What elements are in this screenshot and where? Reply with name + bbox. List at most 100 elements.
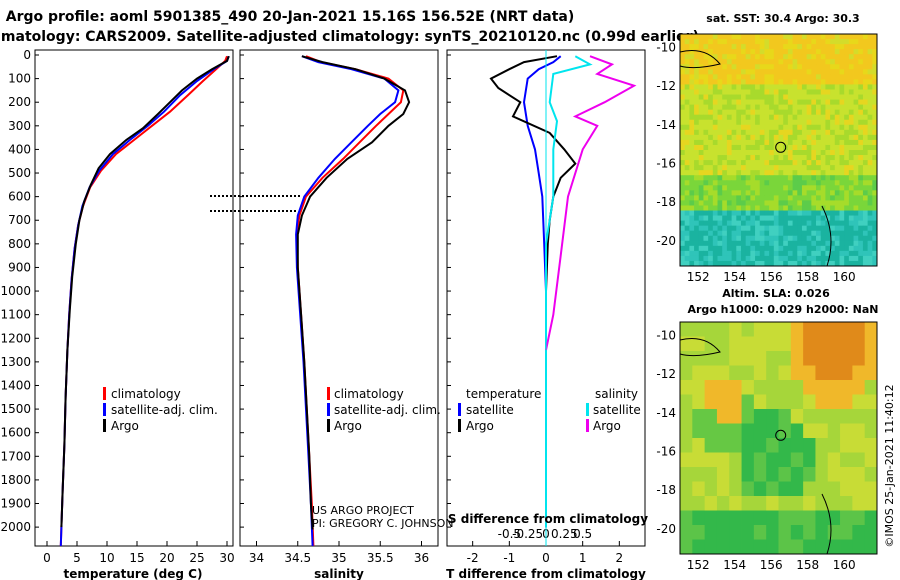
map-cell bbox=[689, 190, 695, 196]
map-cell bbox=[858, 150, 864, 156]
map-cell bbox=[803, 438, 816, 453]
map-cell bbox=[816, 195, 822, 201]
map-cell bbox=[722, 170, 728, 176]
map-cell bbox=[726, 139, 732, 146]
map-cell bbox=[858, 54, 864, 60]
map-cell bbox=[703, 250, 709, 257]
map-cell bbox=[816, 104, 822, 111]
map-cell bbox=[840, 409, 853, 424]
map-cell bbox=[848, 210, 854, 216]
map-cell bbox=[787, 180, 793, 186]
map-cell bbox=[853, 124, 859, 131]
map-cell bbox=[778, 89, 784, 95]
map-cell bbox=[834, 74, 840, 80]
map-cell bbox=[848, 180, 854, 186]
diff-legend-s-argo-label: Argo bbox=[593, 419, 621, 433]
map-cell bbox=[839, 205, 845, 211]
map-cell bbox=[872, 185, 878, 191]
map-cell bbox=[689, 144, 695, 151]
map-cell bbox=[753, 380, 767, 395]
map-cell bbox=[834, 180, 840, 186]
map-cell bbox=[787, 94, 793, 100]
map-cell bbox=[811, 124, 817, 131]
map-cell bbox=[717, 240, 723, 247]
map-cell bbox=[698, 144, 704, 151]
map-cell bbox=[862, 245, 869, 252]
map-cell bbox=[816, 49, 822, 55]
map-cell bbox=[811, 69, 817, 75]
map-cell bbox=[834, 185, 840, 191]
map-cell bbox=[853, 84, 859, 90]
map-cell bbox=[811, 39, 817, 45]
map-cell bbox=[753, 322, 767, 337]
map-cell bbox=[750, 84, 756, 90]
map-cell bbox=[792, 180, 798, 186]
map-cell bbox=[773, 64, 779, 70]
map-cell bbox=[862, 79, 869, 85]
map-cell bbox=[806, 49, 812, 55]
map-cell bbox=[703, 185, 709, 191]
map-cell bbox=[764, 170, 770, 176]
map-cell bbox=[825, 104, 831, 111]
map-cell bbox=[844, 170, 850, 176]
map-cell bbox=[759, 79, 765, 85]
map-cell bbox=[792, 49, 798, 55]
map-lat-label: -14 bbox=[656, 118, 676, 132]
map-cell bbox=[736, 49, 742, 55]
map-cell bbox=[750, 165, 756, 171]
map-cell bbox=[684, 134, 690, 141]
map-cell bbox=[680, 170, 686, 176]
map-cell bbox=[778, 54, 784, 60]
map-cell bbox=[864, 336, 878, 352]
map-cell bbox=[815, 380, 829, 395]
map-cell bbox=[806, 225, 812, 232]
map-cell bbox=[797, 230, 803, 237]
map-cell bbox=[790, 409, 804, 424]
map-cell bbox=[816, 39, 822, 45]
map-cell bbox=[726, 59, 732, 65]
map-cell bbox=[753, 452, 767, 468]
map-cell bbox=[753, 438, 767, 453]
map-frame bbox=[679, 33, 878, 267]
project-line1: US ARGO PROJECT bbox=[312, 504, 414, 517]
map-cell bbox=[830, 129, 836, 136]
map-cell bbox=[858, 109, 864, 116]
map-cell bbox=[797, 170, 803, 176]
map-cell bbox=[745, 134, 751, 141]
map-cell bbox=[689, 220, 695, 227]
map-cell bbox=[712, 235, 718, 242]
map-cell bbox=[740, 129, 747, 136]
map-lat-label: -20 bbox=[656, 522, 676, 536]
map-cell bbox=[689, 150, 695, 156]
map-cell bbox=[745, 64, 751, 70]
map-cell bbox=[830, 195, 836, 201]
map-cell bbox=[769, 185, 775, 191]
map-cell bbox=[827, 539, 841, 555]
map-cell bbox=[778, 74, 784, 80]
map-cell bbox=[764, 34, 770, 40]
map-cell bbox=[834, 240, 840, 247]
map-cell bbox=[745, 255, 751, 262]
map-cell bbox=[825, 74, 831, 80]
map-cell bbox=[704, 496, 718, 511]
map-cell bbox=[872, 109, 878, 116]
map-cell bbox=[755, 170, 761, 176]
map-cell bbox=[729, 423, 742, 439]
map-cell bbox=[811, 109, 817, 116]
map-cell bbox=[811, 225, 817, 232]
map-cell bbox=[834, 170, 840, 176]
map-cell bbox=[858, 235, 864, 242]
map-cell bbox=[816, 250, 822, 257]
map-cell bbox=[806, 165, 812, 171]
map-cell bbox=[766, 423, 779, 439]
map-cell bbox=[778, 322, 792, 337]
map-cell bbox=[773, 34, 779, 40]
map-cell bbox=[740, 175, 747, 181]
map-cell bbox=[740, 119, 747, 126]
map-cell bbox=[703, 54, 709, 60]
map-cell bbox=[773, 94, 779, 100]
map-cell bbox=[862, 84, 869, 90]
map-cell bbox=[773, 150, 779, 156]
map-cell bbox=[783, 34, 789, 40]
map-cell bbox=[755, 124, 761, 131]
